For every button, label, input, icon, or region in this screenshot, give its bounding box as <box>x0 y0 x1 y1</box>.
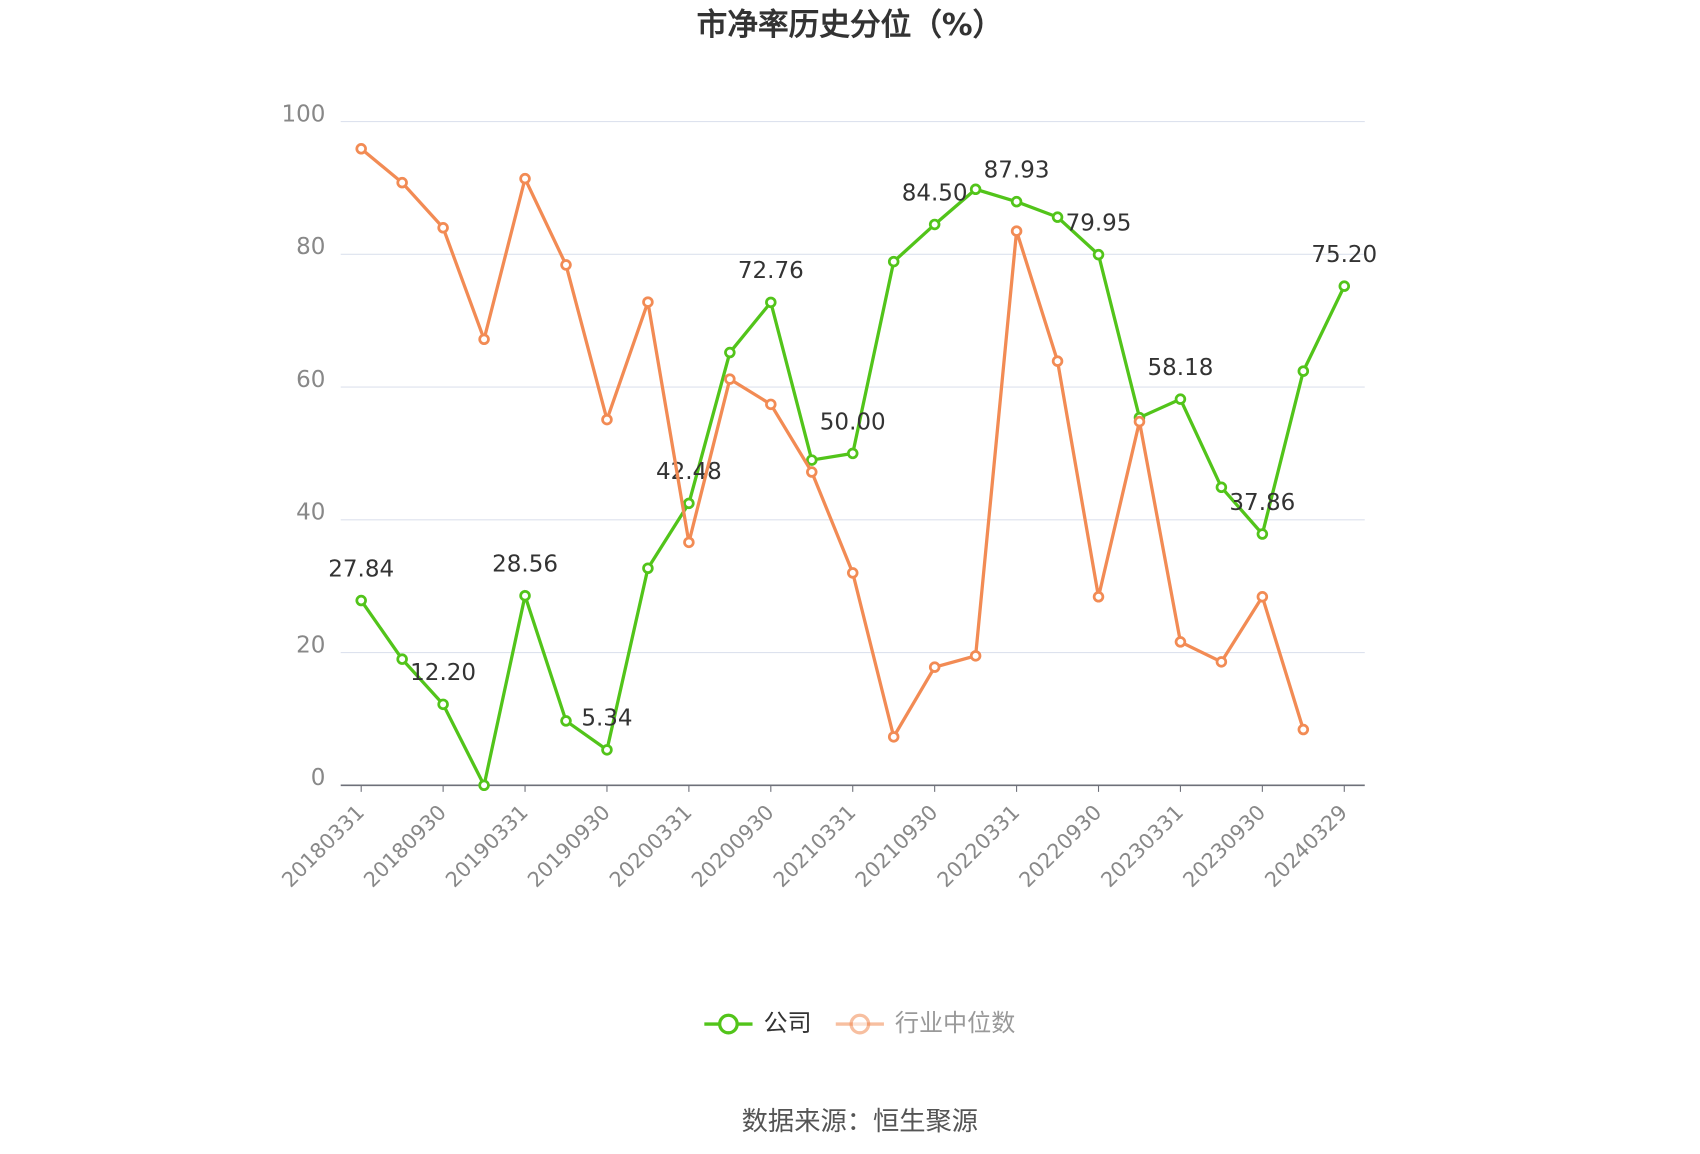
x-tick-label: 20200331 <box>605 800 697 892</box>
y-tick-label: 80 <box>296 234 325 260</box>
data-point <box>806 454 818 466</box>
data-point <box>969 650 982 662</box>
data-point <box>1051 211 1064 223</box>
data-point <box>478 333 490 346</box>
legend-label: 公司 <box>763 1009 811 1037</box>
y-tick-label: 100 <box>281 102 325 128</box>
data-point <box>928 661 941 673</box>
data-label: 87.93 <box>984 158 1050 184</box>
data-point <box>1010 195 1023 208</box>
data-label: 72.76 <box>738 258 804 284</box>
x-tick-label: 20220331 <box>933 800 1025 892</box>
data-label: 42.48 <box>656 459 722 485</box>
data-point <box>642 562 654 575</box>
x-tick-label: 20190331 <box>441 800 533 892</box>
data-point <box>1174 636 1187 648</box>
data-point <box>355 594 367 607</box>
series-line <box>360 147 1305 742</box>
data-point <box>519 589 531 602</box>
x-tick-label: 20210331 <box>769 800 861 892</box>
data-point <box>601 744 613 756</box>
data-point <box>887 255 900 268</box>
data-point <box>560 259 572 271</box>
data-point <box>724 346 736 359</box>
data-point <box>765 296 777 309</box>
data-point <box>1256 591 1269 603</box>
y-tick-label: 40 <box>296 500 325 526</box>
data-point <box>519 172 531 185</box>
data-point <box>1297 723 1310 736</box>
y-tick-label: 20 <box>296 632 325 658</box>
y-tick-label: 0 <box>311 765 326 791</box>
data-label: 75.20 <box>1311 242 1377 268</box>
data-label: 58.18 <box>1148 355 1214 381</box>
legend-marker <box>718 1013 739 1035</box>
data-label: 28.56 <box>492 552 558 578</box>
data-point <box>1133 415 1146 428</box>
x-tick-label: 20240329 <box>1260 800 1352 892</box>
data-label: 12.20 <box>410 660 476 686</box>
data-label: 5.34 <box>581 706 632 732</box>
data-point <box>1051 355 1064 367</box>
data-label: 79.95 <box>1066 210 1132 236</box>
legend-label: 行业中位数 <box>895 1009 1015 1037</box>
data-point <box>1297 365 1310 377</box>
data-point <box>846 447 859 460</box>
x-tick-label: 20230331 <box>1096 800 1188 892</box>
x-tick-label: 20200930 <box>687 800 779 892</box>
data-point <box>437 222 449 234</box>
data-point <box>1010 225 1023 237</box>
data-label: 50.00 <box>820 409 886 435</box>
data-point <box>560 715 572 727</box>
series-line <box>359 187 1346 791</box>
data-point <box>724 373 736 385</box>
data-point <box>601 413 613 426</box>
data-point <box>928 218 941 231</box>
x-tick-label: 20190930 <box>523 800 615 892</box>
x-tick-label: 20210930 <box>851 800 943 892</box>
data-point <box>1092 591 1105 603</box>
x-tick-label: 20180331 <box>277 800 369 892</box>
x-tick-label: 20230930 <box>1178 800 1270 892</box>
data-point <box>806 466 818 478</box>
data-point <box>642 296 654 308</box>
x-tick-label: 20180930 <box>359 800 451 892</box>
data-point <box>437 698 449 711</box>
data-point <box>1215 481 1228 494</box>
data-point <box>1174 393 1187 405</box>
data-point <box>396 176 408 189</box>
data-label: 27.84 <box>328 556 394 582</box>
data-point <box>765 398 777 411</box>
data-point <box>478 779 490 792</box>
data-point <box>887 731 900 743</box>
data-point <box>355 143 367 155</box>
data-point <box>683 497 695 510</box>
y-tick-label: 60 <box>296 367 325 393</box>
data-label: 37.86 <box>1229 490 1295 516</box>
data-point <box>683 536 695 549</box>
data-point <box>846 567 859 579</box>
data-point <box>1256 528 1269 540</box>
data-point <box>1338 280 1351 292</box>
x-tick-label: 20220930 <box>1014 800 1106 892</box>
legend-marker <box>849 1013 871 1035</box>
data-point <box>1092 248 1105 261</box>
chart-title: 市净率历史分位（%） <box>697 7 1004 43</box>
data-point <box>396 653 408 665</box>
data-point <box>969 183 982 196</box>
data-point <box>1215 656 1228 668</box>
source: 数据来源：恒生聚源 <box>742 1107 978 1137</box>
data-label: 84.50 <box>902 180 968 206</box>
